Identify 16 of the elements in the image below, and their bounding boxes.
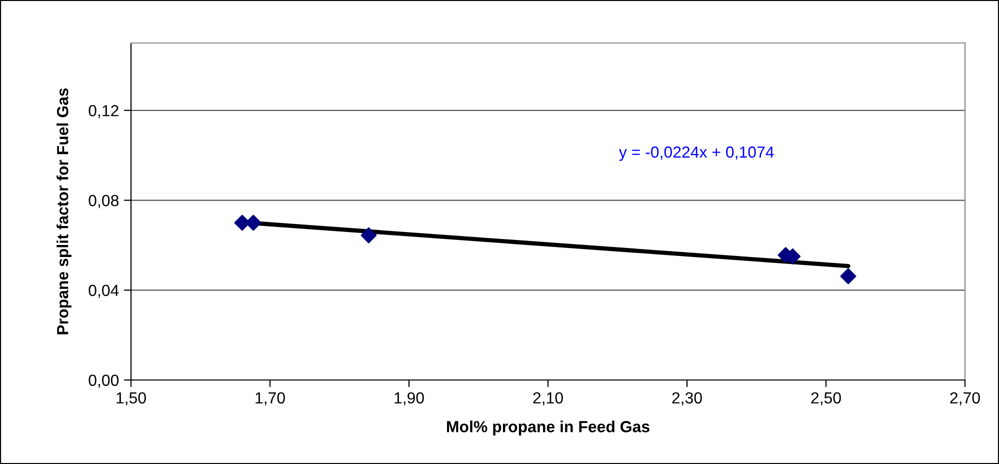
x-tick-label: 1,50 — [116, 392, 146, 406]
x-tick-label: 2,50 — [811, 392, 841, 406]
x-tick-label: 2,70 — [950, 392, 980, 406]
y-tick-label: 0,08 — [88, 194, 119, 208]
x-tick-label: 1,90 — [394, 392, 424, 406]
y-tick-label: 0,04 — [88, 284, 119, 298]
x-tick-label: 1,70 — [256, 392, 285, 406]
y-tick-label: 0,00 — [88, 374, 119, 388]
point — [360, 227, 377, 244]
x-axis-title: Mol% propane in Feed Gas — [447, 420, 650, 436]
x-tick-label: 2,10 — [533, 392, 563, 406]
x-tick-label: 2,30 — [672, 392, 702, 406]
y-tick-label: 0,12 — [88, 105, 118, 118]
annotation: y = -0,0224x + 0,1074 — [618, 146, 774, 161]
y-axis-title: Propane split factor for Fuel Gas — [56, 88, 72, 334]
point — [840, 268, 856, 284]
